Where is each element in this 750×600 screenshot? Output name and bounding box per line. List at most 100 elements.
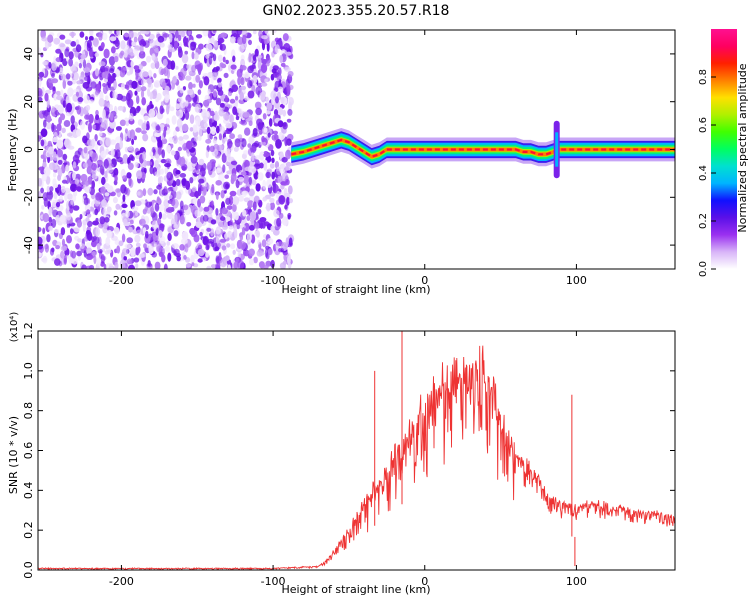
noise-speckle <box>156 196 160 202</box>
noise-speckle <box>146 78 152 85</box>
noise-speckle <box>190 254 195 265</box>
noise-speckle <box>80 54 87 60</box>
noise-speckle <box>74 61 79 68</box>
noise-speckle <box>114 227 120 235</box>
noise-speckle <box>79 213 83 220</box>
noise-speckle <box>194 209 200 218</box>
noise-speckle <box>211 183 215 194</box>
noise-speckle <box>106 168 114 174</box>
noise-speckle <box>115 203 121 210</box>
noise-speckle <box>159 42 165 48</box>
noise-speckle <box>82 59 87 69</box>
noise-speckle <box>159 105 164 115</box>
noise-speckle <box>242 174 250 184</box>
noise-speckle <box>212 138 217 144</box>
noise-speckle <box>76 105 82 115</box>
noise-speckle <box>51 105 55 113</box>
noise-speckle <box>254 222 260 230</box>
noise-speckle <box>102 85 108 94</box>
noise-speckle <box>112 196 118 204</box>
noise-speckle <box>102 109 106 120</box>
noise-speckle <box>98 132 103 137</box>
noise-speckle <box>255 230 260 238</box>
noise-speckle <box>185 100 189 107</box>
noise-speckle <box>273 209 280 218</box>
noise-speckle <box>287 212 292 219</box>
noise-speckle <box>270 149 275 157</box>
noise-speckle <box>251 152 255 162</box>
noise-speckle <box>252 127 258 137</box>
noise-speckle <box>202 257 207 262</box>
noise-speckle <box>264 78 268 83</box>
noise-speckle <box>215 97 222 106</box>
noise-speckle <box>41 36 48 42</box>
noise-speckle <box>110 112 114 121</box>
noise-speckle <box>220 258 227 268</box>
noise-speckle <box>254 155 261 160</box>
noise-speckle <box>159 229 163 238</box>
noise-speckle <box>205 252 210 258</box>
noise-speckle <box>269 197 275 204</box>
noise-speckle <box>266 61 270 67</box>
noise-speckle <box>227 138 233 149</box>
noise-speckle <box>64 192 68 202</box>
noise-speckle <box>38 236 43 246</box>
noise-speckle <box>227 230 233 239</box>
noise-speckle <box>71 194 77 202</box>
noise-speckle <box>128 264 135 269</box>
snr-y-axis-title: SNR (10 * v/v) <box>7 416 20 494</box>
noise-speckle <box>148 108 156 119</box>
noise-speckle <box>254 48 259 57</box>
noise-speckle <box>96 159 104 167</box>
noise-speckle <box>56 139 64 149</box>
noise-speckle <box>163 263 168 269</box>
noise-speckle <box>114 261 119 269</box>
noise-speckle <box>91 180 95 189</box>
noise-speckle <box>247 65 254 74</box>
noise-speckle <box>136 95 140 105</box>
noise-speckle <box>217 89 224 96</box>
spectrogram-y-axis-title: Frequency (Hz) <box>6 109 19 192</box>
noise-speckle <box>53 191 58 200</box>
noise-speckle <box>251 179 257 186</box>
noise-speckle <box>239 232 243 238</box>
noise-speckle <box>38 226 42 233</box>
noise-speckle <box>117 105 124 111</box>
noise-speckle <box>86 39 92 49</box>
noise-speckle <box>150 206 155 214</box>
noise-speckle <box>194 190 200 199</box>
noise-speckle <box>67 87 74 97</box>
noise-speckle <box>133 65 140 70</box>
noise-speckle <box>73 72 79 81</box>
noise-speckle <box>99 216 106 225</box>
noise-speckle <box>252 201 257 211</box>
noise-speckle <box>93 37 99 48</box>
snr-plot-area <box>38 331 675 570</box>
x-tick-label: -100 <box>261 274 286 287</box>
noise-speckle <box>59 214 66 223</box>
noise-speckle <box>282 109 287 117</box>
noise-speckle <box>202 30 209 37</box>
noise-speckle <box>240 77 245 86</box>
y-tick-label: 0 <box>22 146 35 153</box>
noise-speckle <box>95 192 102 201</box>
x-tick-label: 0 <box>421 575 428 588</box>
noise-speckle <box>184 243 189 253</box>
noise-speckle <box>64 39 72 45</box>
colorbar-tick-label: 0.2 <box>698 213 709 229</box>
noise-speckle <box>284 136 288 147</box>
noise-speckle <box>266 102 273 111</box>
noise-speckle <box>237 134 243 139</box>
noise-speckle <box>130 61 134 66</box>
noise-speckle <box>84 75 90 82</box>
noise-speckle <box>38 71 45 78</box>
noise-speckle <box>181 53 189 64</box>
noise-speckle <box>38 96 43 103</box>
noise-speckle <box>120 95 127 102</box>
noise-speckle <box>48 225 53 231</box>
noise-speckle <box>104 192 110 197</box>
noise-speckle <box>61 238 66 247</box>
noise-speckle <box>279 54 284 64</box>
noise-speckle <box>131 49 139 56</box>
noise-speckle <box>274 134 279 141</box>
